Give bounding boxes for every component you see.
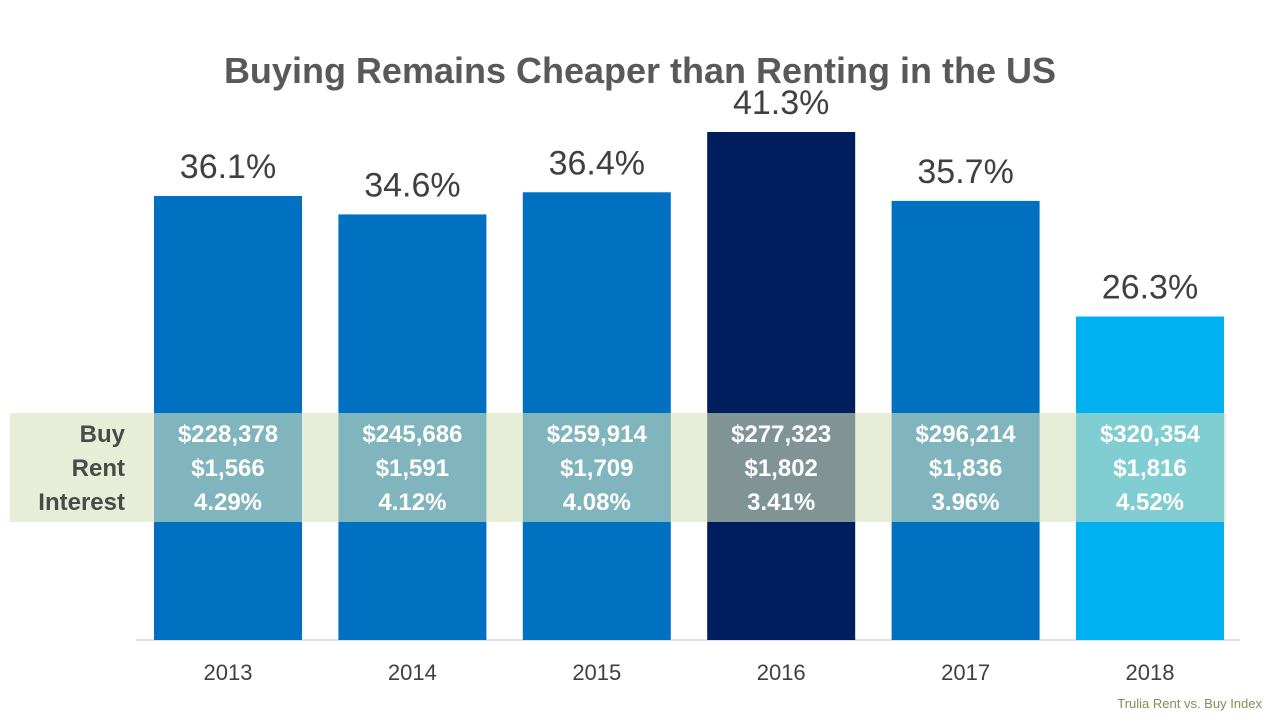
table-cell: $277,323 <box>731 421 831 448</box>
row-label-buy: Buy <box>80 421 126 448</box>
bar-value-label: 26.3% <box>1102 269 1198 307</box>
x-tick-label: 2015 <box>572 660 621 685</box>
chart-title: Buying Remains Cheaper than Renting in t… <box>223 50 1057 91</box>
bar-value-label: 35.7% <box>917 153 1013 191</box>
table-cell: 4.52% <box>1116 489 1184 516</box>
bar-value-label: 36.4% <box>549 144 645 182</box>
table-cell: $1,816 <box>1113 455 1186 482</box>
table-cell: $1,591 <box>376 455 449 482</box>
data-band: Buy $228,378 $245,686 $259,914 $277,323 $296,… <box>10 413 1226 522</box>
table-cell: 3.41% <box>747 489 815 516</box>
row-label-interest: Interest <box>38 489 125 516</box>
bar-value-label: 34.6% <box>364 166 460 204</box>
x-tick-label: 2016 <box>757 660 806 685</box>
x-tick-label: 2018 <box>1126 660 1175 685</box>
band-background <box>10 413 1226 522</box>
table-cell: $259,914 <box>547 421 648 448</box>
bar-value-label: 36.1% <box>180 148 276 186</box>
table-cell: $1,836 <box>929 455 1002 482</box>
table-cell: $320,354 <box>1100 421 1201 448</box>
table-cell: 4.29% <box>194 489 262 516</box>
table-cell: $1,709 <box>560 455 633 482</box>
bar-value-label: 41.3% <box>733 84 829 122</box>
x-tick-label: 2013 <box>204 660 253 685</box>
bars-layer <box>136 132 1240 641</box>
table-cell: $296,214 <box>916 421 1017 448</box>
row-label-rent: Rent <box>72 455 125 482</box>
x-tick-label: 2017 <box>941 660 990 685</box>
table-cell: $245,686 <box>362 421 462 448</box>
labels-layer: 36.1% 2013 34.6% 2014 36.4% 2015 41.3% 2016 35.7… <box>180 84 1198 685</box>
x-tick-label: 2014 <box>388 660 437 685</box>
table-cell: 4.12% <box>378 489 446 516</box>
table-cell: 3.96% <box>932 489 1000 516</box>
table-cell: 4.08% <box>563 489 631 516</box>
bar-2016 <box>707 132 856 640</box>
table-cell: $228,378 <box>178 421 278 448</box>
table-cell: $1,566 <box>191 455 264 482</box>
table-cell: $1,802 <box>744 455 817 482</box>
source-note: Trulia Rent vs. Buy Index <box>1117 696 1262 711</box>
